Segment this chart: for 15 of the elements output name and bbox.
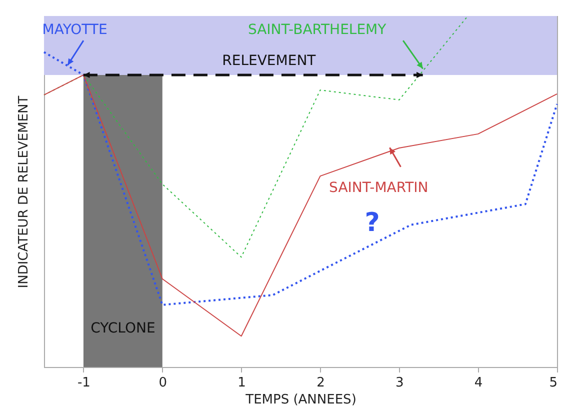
x-tick-label: 3 — [396, 376, 404, 390]
x-axis-title: TEMPS (ANNEES) — [244, 392, 356, 408]
band-label: RELEVEMENT — [222, 52, 316, 69]
x-tick-label: 0 — [158, 376, 168, 390]
x-tick-label: -1 — [77, 376, 90, 390]
x-tick-label: 4 — [474, 376, 483, 390]
text: SAINT-BARTHELEMY — [248, 22, 387, 38]
x-tick-label: 1 — [238, 376, 246, 390]
x-tick-label: 5 — [549, 376, 558, 390]
annotation: ? — [364, 208, 380, 238]
series-label: MAYOTTE — [42, 22, 108, 38]
y-axis-title: INDICATEUR DE RELEVEMENT — [16, 96, 32, 288]
legend-label: SAINT-MARTIN — [329, 180, 428, 196]
band-label: CYCLONE — [90, 320, 156, 336]
x-tick-label: 2 — [316, 376, 325, 390]
